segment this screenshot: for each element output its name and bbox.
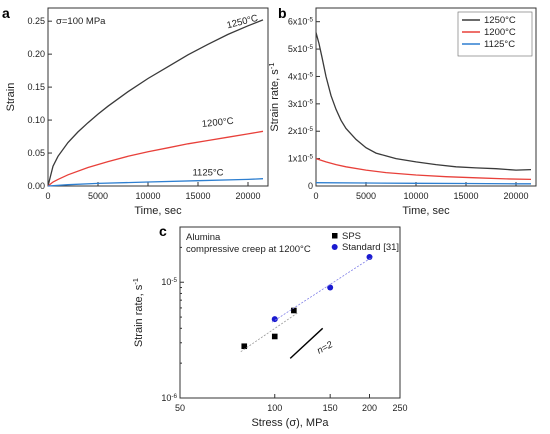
x-tick-label-c: 150 (323, 403, 338, 413)
series-line-b-2 (315, 182, 531, 185)
series-label-2: 1125°C (192, 167, 223, 178)
y-tick-label-b: 5x10-5 (288, 44, 314, 54)
x-tick-label-a: 15000 (185, 191, 210, 201)
y-tick-label-b: 4x10-5 (288, 71, 314, 81)
standard-point (366, 254, 373, 261)
x-tick-label-c: 100 (267, 403, 282, 413)
slope-annotation: n=2 (315, 339, 335, 357)
plot-frame-c (179, 226, 401, 399)
standard-point (327, 284, 334, 291)
plot-frame-b (315, 7, 537, 187)
y-tick-label-a: 0.20 (27, 49, 45, 59)
standard-point (271, 316, 278, 323)
panel-a-strain-vs-time: a σ=100 MPa 0 5000 10000 15000 20000 0.00 0.05… (2, 5, 269, 217)
y-tick-label-a: 0.00 (27, 181, 45, 191)
sps-point (241, 343, 248, 350)
plot-frame-a (47, 7, 269, 187)
panel-letter-b: b (278, 5, 287, 21)
y-tick-label-c: 10-6 (161, 393, 177, 403)
y-tick-label-b: 3x10-5 (288, 99, 314, 109)
y-tick-label-b: 2x10-5 (288, 126, 314, 136)
x-tick-label-c: 200 (362, 403, 377, 413)
y-tick-label-b: 0 (308, 181, 313, 191)
legend-label-b: 1200°C (484, 27, 516, 38)
x-tick-label-b: 15000 (453, 191, 478, 201)
panel-c-strain-rate-vs-stress: c Alumina compressive creep at 1200°C n=… (131, 223, 407, 429)
x-tick-label-b: 0 (313, 191, 318, 201)
y-axis-title-a: Strain (5, 83, 17, 112)
y-tick-label-a: 0.15 (27, 82, 45, 92)
series-line-a-1 (47, 130, 264, 187)
x-tick-label-b: 5000 (356, 191, 376, 201)
x-tick-label-b: 20000 (503, 191, 528, 201)
x-axis-title-b: Time, sec (402, 205, 450, 217)
panel-letter-c: c (159, 223, 167, 239)
y-tick-label-c: 10-5 (161, 277, 177, 287)
panel-letter-a: a (2, 5, 10, 21)
y-tick-label-b: 1x10-5 (288, 153, 314, 163)
series-line-b-0 (315, 32, 532, 171)
x-tick-label-c: 50 (175, 403, 185, 413)
x-tick-label-a: 0 (45, 191, 50, 201)
y-tick-label-a: 0.05 (27, 148, 45, 158)
series-line-a-0 (47, 19, 264, 187)
sps-trend-line (240, 312, 298, 353)
x-tick-label-a: 5000 (88, 191, 108, 201)
series-label-1: 1200°C (201, 116, 234, 130)
y-tick-label-b: 6x10-5 (288, 17, 314, 27)
test-condition-annotation: compressive creep at 1200°C (186, 244, 311, 255)
series-line-a-2 (47, 178, 264, 187)
y-tick-label-a: 0.10 (27, 115, 45, 125)
stress-annotation: σ=100 MPa (56, 16, 106, 27)
x-tick-label-b: 10000 (403, 191, 428, 201)
material-annotation: Alumina (186, 232, 221, 243)
x-tick-label-a: 20000 (235, 191, 260, 201)
slope-reference-line (289, 327, 324, 359)
x-axis-title-a: Time, sec (134, 205, 182, 217)
legend-marker-standard (331, 244, 338, 250)
sps-point (271, 333, 278, 340)
legend-label-b: 1125°C (484, 39, 515, 50)
y-axis-title-c: Strain rate, s-1 (131, 278, 145, 347)
legend-label-b: 1250°C (484, 15, 516, 26)
legend-label-c: Standard [31] (342, 242, 399, 253)
x-tick-label-a: 10000 (135, 191, 160, 201)
y-tick-label-a: 0.25 (27, 16, 45, 26)
x-axis-title-c: Stress (σ), MPa (251, 417, 329, 429)
sps-point (291, 307, 297, 314)
legend-marker-sps (332, 233, 338, 239)
y-axis-title-b: Strain rate, s-1 (267, 62, 281, 131)
series-line-b-1 (315, 157, 532, 181)
legend-label-c: SPS (342, 231, 361, 242)
standard-trend-line (271, 256, 374, 323)
x-tick-label-c: 250 (392, 403, 407, 413)
panel-b-strain-rate-vs-time: b 0 5000 10000 15000 20000 0 1x10-5 2x10-5 3x10-… (267, 5, 537, 217)
